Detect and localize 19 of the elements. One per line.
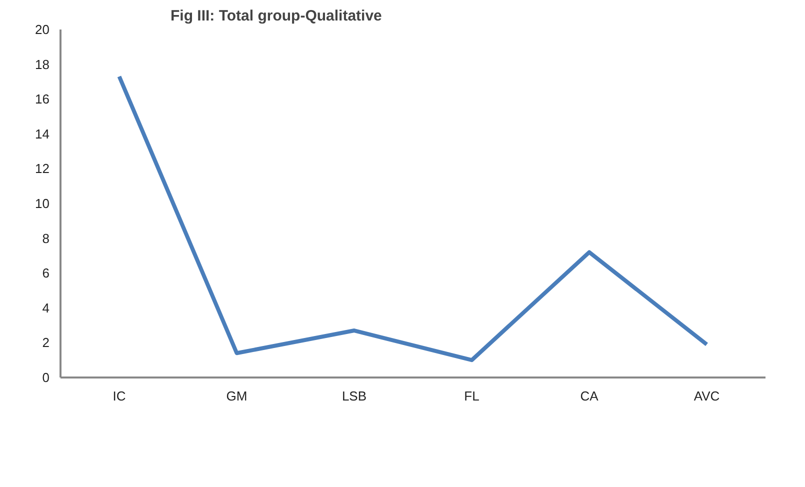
y-tick-label: 20 xyxy=(35,22,50,37)
x-tick-label: FL xyxy=(464,388,480,404)
y-tick-label: 18 xyxy=(35,56,50,72)
y-tick-label: 6 xyxy=(42,266,50,281)
chart-title: Fig III: Total group-Qualitative xyxy=(170,8,382,24)
x-tick-label: LSB xyxy=(342,388,367,404)
x-tick-label: CA xyxy=(580,388,599,404)
x-tick-label: GM xyxy=(226,388,248,404)
line-series xyxy=(117,74,709,362)
y-tick-label: 4 xyxy=(42,300,50,316)
y-tick-label: 2 xyxy=(42,335,50,350)
y-tick-label: 8 xyxy=(42,230,50,246)
x-tick-label: AVC xyxy=(694,388,720,404)
y-tick-label: 10 xyxy=(35,196,50,211)
y-tick-label: 16 xyxy=(35,92,50,107)
x-tick-label: IC xyxy=(112,388,126,404)
y-tick-label: 0 xyxy=(42,370,50,385)
y-tick-label: 14 xyxy=(35,126,50,142)
y-tick-label: 12 xyxy=(35,161,50,176)
